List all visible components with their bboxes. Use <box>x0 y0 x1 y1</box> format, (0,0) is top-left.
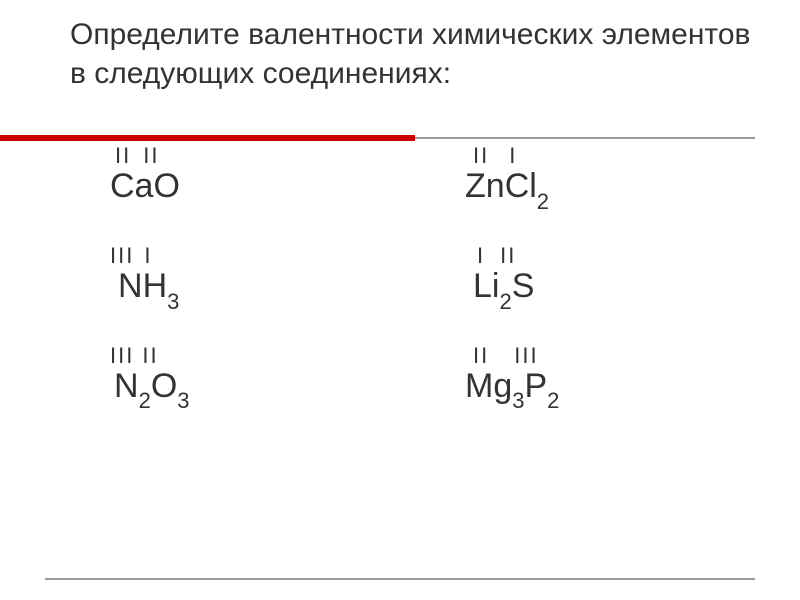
valency-2: II <box>143 143 159 168</box>
valency-row: IIIII <box>110 343 405 369</box>
compound-nh3: IIII NH3 <box>110 243 405 311</box>
element-1: Ca <box>110 167 153 205</box>
compound-n2o3: IIIII N2O3 <box>110 343 405 411</box>
valency-row: II II <box>110 143 405 169</box>
element-2: O <box>151 367 177 405</box>
subscript-2: 2 <box>547 388 559 413</box>
valency-1: I <box>477 243 485 268</box>
valency-row: IIII <box>110 243 405 269</box>
compound-cao: II II CaO <box>110 143 405 211</box>
valency-row: III <box>465 243 760 269</box>
element-1: N <box>114 367 139 405</box>
element-2: O <box>153 167 179 205</box>
valency-2: I <box>144 243 152 268</box>
compound-mg3p2: IIIII Mg3P2 <box>465 343 760 411</box>
compound-li2s: III Li2S <box>465 243 760 311</box>
formula: Li2S <box>465 267 760 311</box>
element-1: Mg <box>465 367 512 405</box>
formula: ZnCl2 <box>465 167 760 211</box>
subscript-1: 3 <box>512 388 524 413</box>
element-1: Li <box>473 267 499 305</box>
element-1: N <box>118 267 143 305</box>
element-1: Zn <box>465 167 505 205</box>
subscript-2: 2 <box>537 189 549 214</box>
valency-2: III <box>514 343 538 368</box>
valency-row: IIIII <box>465 343 760 369</box>
gray-underline-bottom <box>45 578 755 580</box>
compounds-grid: IIII CaO IIII NH3 IIIII N2O3 <box>70 143 760 442</box>
subscript-2: 3 <box>177 388 189 413</box>
subscript-1: 2 <box>499 289 511 314</box>
element-2: Cl <box>505 167 537 205</box>
red-underline <box>0 135 415 141</box>
compound-zncl2: III ZnCl2 <box>465 143 760 211</box>
valency-2: II <box>500 243 516 268</box>
formula: NH3 <box>110 267 405 311</box>
element-2: H <box>143 267 168 305</box>
valency-1: II <box>115 143 131 168</box>
valency-row: III <box>465 143 760 169</box>
formula: Mg3P2 <box>465 367 760 411</box>
valency-1: II <box>473 143 489 168</box>
valency-1: III <box>110 343 134 368</box>
subscript-1: 2 <box>139 388 151 413</box>
element-2: S <box>512 267 535 305</box>
page-title: Определите валентности химических элемен… <box>70 15 760 93</box>
left-column: IIII CaO IIII NH3 IIIII N2O3 <box>80 143 405 442</box>
valency-2: I <box>509 143 517 168</box>
formula: CaO <box>110 167 405 211</box>
gray-underline-top <box>415 137 755 139</box>
valency-1: II <box>473 343 489 368</box>
valency-1: III <box>110 243 134 268</box>
valency-2: II <box>142 343 158 368</box>
subscript-2: 3 <box>167 289 179 314</box>
element-2: P <box>524 367 547 405</box>
formula: N2O3 <box>110 367 405 411</box>
right-column: III ZnCl2 III Li2S IIIII Mg3P2 <box>405 143 760 442</box>
